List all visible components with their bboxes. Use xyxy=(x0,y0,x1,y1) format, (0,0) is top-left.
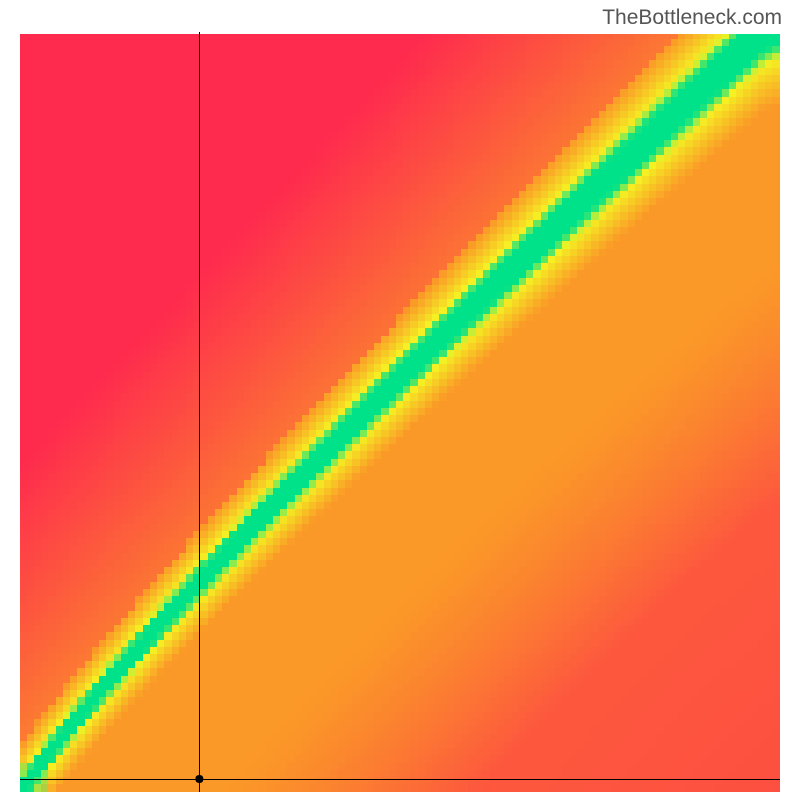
heatmap-canvas xyxy=(20,32,780,792)
watermark-text: TheBottleneck.com xyxy=(602,6,782,30)
heatmap-chart xyxy=(20,32,780,792)
